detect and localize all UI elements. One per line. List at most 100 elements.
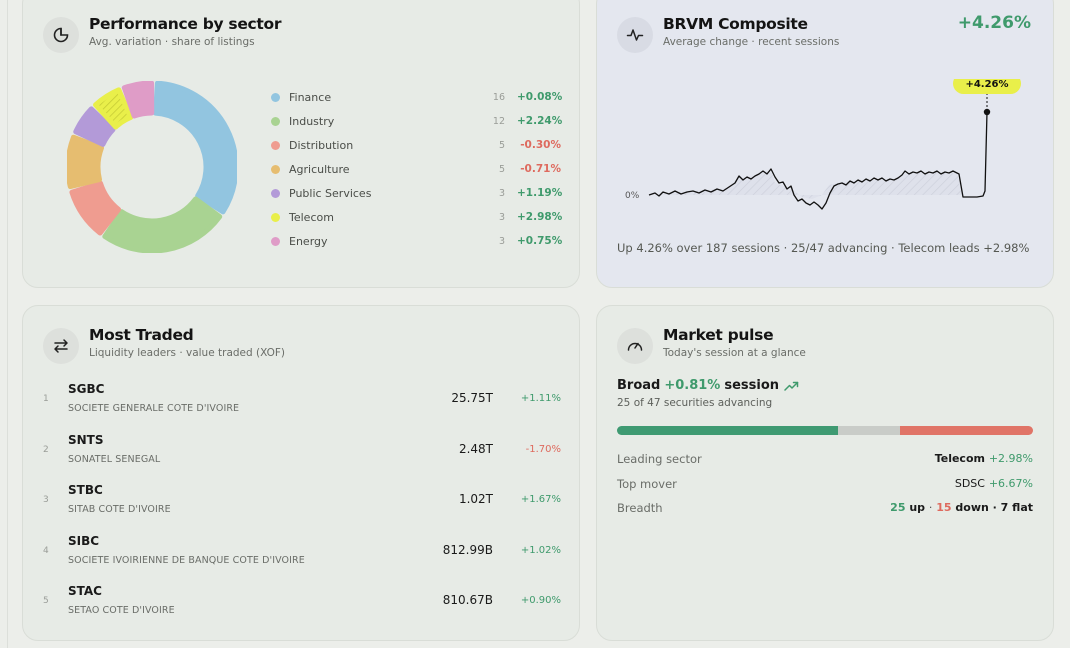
row-change: -1.70% bbox=[525, 443, 561, 455]
top-mover-change: +6.67% bbox=[988, 477, 1033, 490]
breadth-separator: · bbox=[928, 501, 933, 514]
brvm-subtitle: Average change · recent sessions bbox=[663, 36, 840, 48]
legend-item-distribution[interactable]: Distribution 5 -0.30% bbox=[271, 133, 561, 157]
sector-legend: Finance 16 +0.08% Industry 12 +2.24% Dis… bbox=[271, 85, 563, 253]
legend-item-telecom[interactable]: Telecom 3 +2.98% bbox=[271, 205, 562, 229]
leading-sector-name: Telecom bbox=[934, 452, 985, 465]
most-traded-list: 1 SGBC SOCIETE GENERALE COTE D'IVOIRE 25… bbox=[43, 380, 561, 633]
legend-sector-name: Finance bbox=[289, 90, 332, 104]
traded-row[interactable]: 2 SNTS SONATEL SENEGAL 2.48T -1.70% bbox=[43, 431, 561, 482]
legend-change: +2.24% bbox=[517, 115, 563, 127]
breadth-label: Breadth bbox=[617, 501, 663, 515]
top-mover-label: Top mover bbox=[617, 477, 677, 491]
legend-item-agriculture[interactable]: Agriculture 5 -0.71% bbox=[271, 157, 561, 181]
legend-count: 5 bbox=[498, 163, 505, 175]
row-value-traded: 1.02T bbox=[458, 492, 493, 506]
legend-dot bbox=[271, 236, 280, 246]
traded-row[interactable]: 4 SIBC SOCIETE IVOIRIENNE DE BANQUE COTE… bbox=[43, 532, 561, 583]
row-change: +1.02% bbox=[520, 544, 561, 556]
brvm-sparkline-chart: 0% +4.26% bbox=[625, 79, 1021, 210]
brvm-card-header: BRVM Composite Average change · recent s… bbox=[617, 15, 839, 53]
advancing-summary: 25 of 47 securities advancing bbox=[617, 397, 773, 409]
legend-sector-name: Agriculture bbox=[289, 162, 350, 176]
donut-slice-industry[interactable] bbox=[102, 196, 223, 253]
session-change: +0.81% bbox=[664, 378, 721, 393]
brvm-title: BRVM Composite bbox=[663, 15, 808, 33]
legend-change: +0.08% bbox=[517, 91, 563, 103]
breadth-bar-flat bbox=[838, 426, 901, 435]
donut-slice-finance[interactable] bbox=[153, 81, 237, 215]
breadth-value: 25 up · 15 down · 7 flat bbox=[890, 501, 1033, 515]
legend-item-public-services[interactable]: Public Services 3 +1.19% bbox=[271, 181, 562, 205]
row-value-traded: 2.48T bbox=[458, 441, 493, 456]
top-mover-symbol: SDSC bbox=[954, 477, 985, 490]
traded-title: Most Traded bbox=[89, 326, 194, 344]
breadth-up-count: 25 bbox=[890, 501, 906, 514]
legend-item-energy[interactable]: Energy 3 +0.75% bbox=[271, 229, 562, 253]
donut-slice-public-services[interactable] bbox=[73, 106, 116, 147]
peak-badge-label: +4.26% bbox=[965, 79, 1008, 90]
legend-sector-name: Distribution bbox=[289, 138, 354, 152]
pulse-subtitle: Today's session at a glance bbox=[663, 347, 806, 359]
legend-count: 12 bbox=[492, 115, 505, 127]
traded-row[interactable]: 5 STAC SETAO COTE D'IVOIRE 810.67B +0.90… bbox=[43, 582, 561, 633]
zero-axis-label: 0% bbox=[625, 191, 640, 201]
traded-row[interactable]: 3 STBC SITAB COTE D'IVOIRE 1.02T +1.67% bbox=[43, 481, 561, 532]
pulse-line-icon bbox=[617, 17, 653, 53]
row-change: +1.67% bbox=[520, 494, 561, 505]
brvm-change-value: +4.26% bbox=[957, 13, 1031, 33]
legend-item-finance[interactable]: Finance 16 +0.08% bbox=[271, 85, 563, 109]
legend-sector-name: Industry bbox=[289, 114, 335, 128]
breadth-down-count: 15 bbox=[936, 501, 952, 514]
row-value-traded: 25.75T bbox=[451, 391, 493, 405]
peak-marker-dot bbox=[983, 108, 991, 116]
row-company-name: SOCIETE GENERALE COTE D'IVOIRE bbox=[68, 403, 240, 414]
row-value-traded: 810.67B bbox=[442, 593, 493, 607]
sector-card-header: Performance by sector Avg. variation · s… bbox=[43, 15, 282, 53]
donut-slice-energy[interactable] bbox=[121, 81, 155, 119]
row-rank: 4 bbox=[43, 545, 49, 556]
sector-title: Performance by sector bbox=[89, 15, 282, 33]
row-company-name: SETAO COTE D'IVOIRE bbox=[68, 605, 175, 616]
traded-subtitle: Liquidity leaders · value traded (XOF) bbox=[89, 347, 286, 359]
session-prefix: Broad bbox=[617, 378, 661, 393]
donut-slice-agriculture[interactable] bbox=[67, 134, 105, 190]
row-value-traded: 812.99B bbox=[442, 542, 493, 557]
row-company-name: SONATEL SENEGAL bbox=[68, 453, 161, 465]
row-symbol: STAC bbox=[68, 584, 102, 598]
legend-change: -0.71% bbox=[520, 163, 561, 175]
legend-item-industry[interactable]: Industry 12 +2.24% bbox=[271, 109, 563, 133]
brvm-line bbox=[648, 111, 988, 210]
legend-dot bbox=[271, 164, 280, 174]
donut-slice-distribution[interactable] bbox=[69, 180, 122, 236]
row-symbol: SIBC bbox=[68, 533, 100, 548]
donut-slice-telecom[interactable] bbox=[93, 87, 134, 130]
legend-dot bbox=[271, 140, 280, 150]
row-symbol: SGBC bbox=[68, 382, 105, 396]
most-traded-card: Most Traded Liquidity leaders · value tr… bbox=[22, 305, 580, 641]
row-symbol: SNTS bbox=[68, 432, 104, 447]
sector-performance-card: Performance by sector Avg. variation · s… bbox=[22, 0, 580, 288]
legend-dot bbox=[271, 116, 280, 126]
peak-badge bbox=[953, 79, 1021, 94]
session-suffix: session bbox=[724, 378, 780, 393]
legend-dot bbox=[271, 188, 280, 198]
top-mover-value: SDSC +6.67% bbox=[955, 477, 1033, 491]
traded-row[interactable]: 1 SGBC SOCIETE GENERALE COTE D'IVOIRE 25… bbox=[43, 380, 561, 431]
breadth-down-word: down bbox=[955, 501, 989, 514]
brvm-area-fill bbox=[649, 171, 963, 199]
session-summary: Broad +0.81% session bbox=[617, 378, 799, 393]
legend-count: 5 bbox=[498, 139, 505, 151]
leading-sector-change: +2.98% bbox=[988, 452, 1033, 465]
leading-sector-value: Telecom +2.98% bbox=[935, 452, 1033, 466]
legend-sector-name: Energy bbox=[289, 234, 328, 248]
breadth-flat: · 7 flat bbox=[992, 501, 1033, 514]
legend-dot bbox=[271, 92, 280, 102]
brvm-summary: Up 4.26% over 187 sessions · 25/47 advan… bbox=[617, 241, 1030, 255]
leading-sector-label: Leading sector bbox=[617, 452, 702, 466]
legend-dot bbox=[271, 212, 280, 222]
breadth-bar-up bbox=[617, 426, 839, 435]
leading-sector-row: Leading sector Telecom +2.98% bbox=[617, 452, 1033, 466]
legend-count: 3 bbox=[498, 211, 505, 223]
legend-count: 3 bbox=[498, 235, 505, 247]
